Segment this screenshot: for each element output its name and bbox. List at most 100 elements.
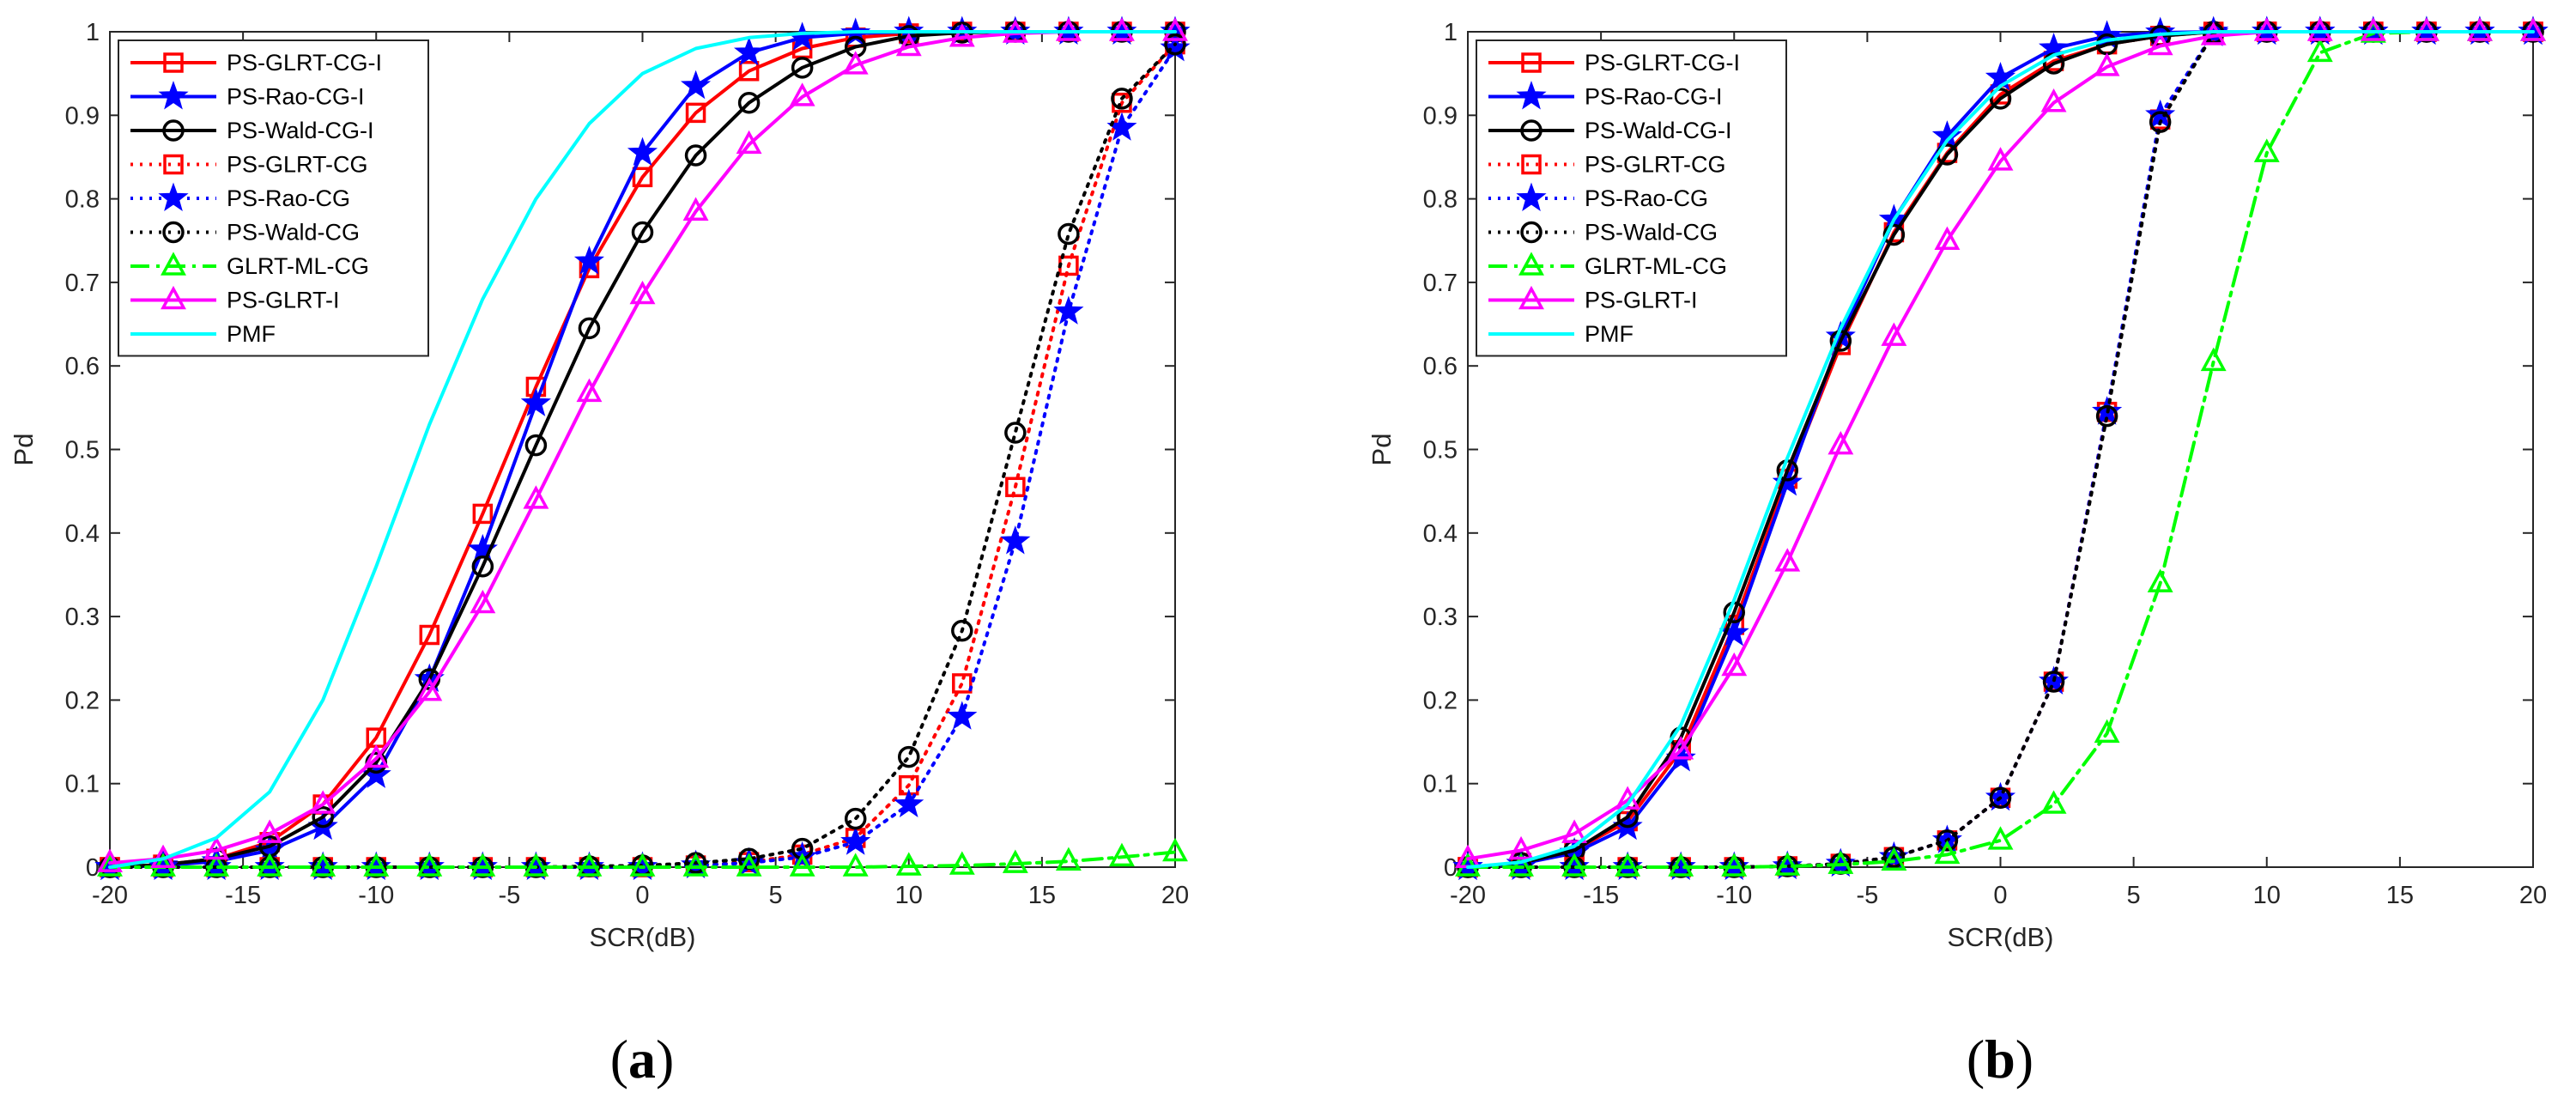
data-point <box>840 826 871 855</box>
chart-panel-b: -20 -15 -10 -5 0 5 10 15 20 0 0.1 0.2 0.3 0.4 0.5 0.6 0.… <box>1367 15 2549 1090</box>
data-point <box>361 759 391 788</box>
legend-label: PMF <box>1585 321 1633 347</box>
x-tick-label: -5 <box>498 882 520 909</box>
x-tick-label: -20 <box>92 882 128 909</box>
legend: PS-GLRT-CG-I PS-Rao-CG-I PS-Wald-CG-I PS-GL… <box>118 39 429 357</box>
x-tick-label: 15 <box>1028 882 1056 909</box>
data-point <box>471 555 494 578</box>
data-point <box>952 673 973 694</box>
x-tick-label: 0 <box>1993 882 2007 909</box>
data-point <box>2094 719 2120 744</box>
data-point <box>1774 852 1801 876</box>
data-point <box>1825 847 1856 877</box>
legend-marker <box>162 221 185 244</box>
data-point <box>1055 847 1082 871</box>
data-point <box>97 848 123 872</box>
legend-marker <box>163 154 184 175</box>
data-point <box>1508 853 1534 877</box>
data-point <box>734 36 765 66</box>
data-point <box>681 70 712 100</box>
data-point <box>523 485 549 509</box>
y-tick-label: 0.3 <box>65 604 100 631</box>
data-point <box>1721 652 1748 677</box>
data-point <box>2200 21 2227 46</box>
x-axis-label: SCR(dB) <box>589 922 695 952</box>
y-tick-label: 1 <box>86 19 100 46</box>
data-point <box>1162 837 1188 862</box>
data-point <box>1508 835 1534 860</box>
legend-marker <box>161 252 186 276</box>
panel-caption: (b) <box>1967 1029 2034 1090</box>
series-pmf <box>108 30 1177 869</box>
data-point <box>310 853 336 877</box>
data-point <box>737 91 761 114</box>
data-point <box>523 853 549 877</box>
legend-label: PS-Wald-CG <box>1585 220 1718 246</box>
data-point <box>895 852 922 876</box>
x-axis-label: SCR(dB) <box>1947 922 2053 952</box>
x-tick-label: -5 <box>1856 882 1878 909</box>
data-point <box>203 853 230 877</box>
legend-marker <box>1518 252 1544 276</box>
legend-marker <box>158 81 189 110</box>
data-point <box>894 788 924 817</box>
chart-panel-a: -20 -15 -10 -5 0 5 10 15 20 0 0.1 0.2 0.3 0.4 0.5 0.6 0.… <box>9 15 1191 1090</box>
y-tick-label: 0.7 <box>1423 270 1458 297</box>
data-point <box>629 853 656 877</box>
data-point <box>844 807 867 830</box>
legend-label: GLRT-ML-CG <box>227 253 369 279</box>
legend-label: PS-GLRT-CG <box>1585 152 1726 178</box>
y-tick-label: 0 <box>86 854 100 882</box>
data-point <box>414 851 445 880</box>
x-tick-label: 0 <box>635 882 649 909</box>
data-point <box>1827 850 1854 874</box>
data-point <box>419 624 440 646</box>
legend-label: PS-Rao-CG <box>227 185 350 211</box>
data-point <box>1615 853 1641 877</box>
y-tick-label: 0.2 <box>65 687 100 714</box>
series-ps-glrt-i <box>97 17 1188 872</box>
data-point <box>738 60 760 82</box>
y-tick-label: 1 <box>1444 19 1458 46</box>
data-point <box>682 197 709 221</box>
legend-marker <box>1521 52 1542 73</box>
data-point <box>1989 786 2012 809</box>
data-point <box>1561 853 1588 877</box>
y-axis-label: Pd <box>9 434 39 466</box>
x-tick-label: -15 <box>1583 882 1619 909</box>
data-point <box>629 280 656 305</box>
series-line <box>108 30 1177 869</box>
data-point <box>684 144 707 167</box>
data-point <box>1987 826 2014 850</box>
data-point <box>2040 790 2067 814</box>
series-pmf <box>1466 30 2535 869</box>
series-line <box>108 850 1177 869</box>
legend-label: PS-Wald-CG-I <box>227 118 374 143</box>
y-tick-label: 0.6 <box>1423 353 1458 380</box>
legend-label: PMF <box>227 321 276 347</box>
data-point <box>2145 16 2176 46</box>
data-point <box>310 790 336 814</box>
caption-close-paren: ) <box>656 1029 674 1090</box>
legend-label: PS-GLRT-I <box>1585 288 1698 313</box>
data-point <box>1002 849 1028 873</box>
data-point <box>416 853 443 877</box>
x-tick-label: 10 <box>2253 882 2281 909</box>
data-point <box>576 853 603 877</box>
legend-marker <box>161 285 186 310</box>
series-glrt-ml-cg <box>97 837 1188 877</box>
data-point <box>2306 38 2333 63</box>
legend-marker <box>1520 119 1543 142</box>
y-tick-label: 0.9 <box>1423 102 1458 130</box>
y-tick-label: 0.3 <box>1423 604 1458 631</box>
legend-label: PS-Rao-CG-I <box>1585 84 1723 110</box>
data-point <box>470 853 496 877</box>
data-point <box>1987 147 2014 171</box>
data-point <box>627 137 658 166</box>
data-point <box>1721 853 1748 877</box>
y-tick-label: 0.4 <box>1423 520 1458 548</box>
data-point <box>2147 568 2173 592</box>
caption-letter: b <box>1985 1029 2015 1090</box>
data-point <box>631 221 654 244</box>
